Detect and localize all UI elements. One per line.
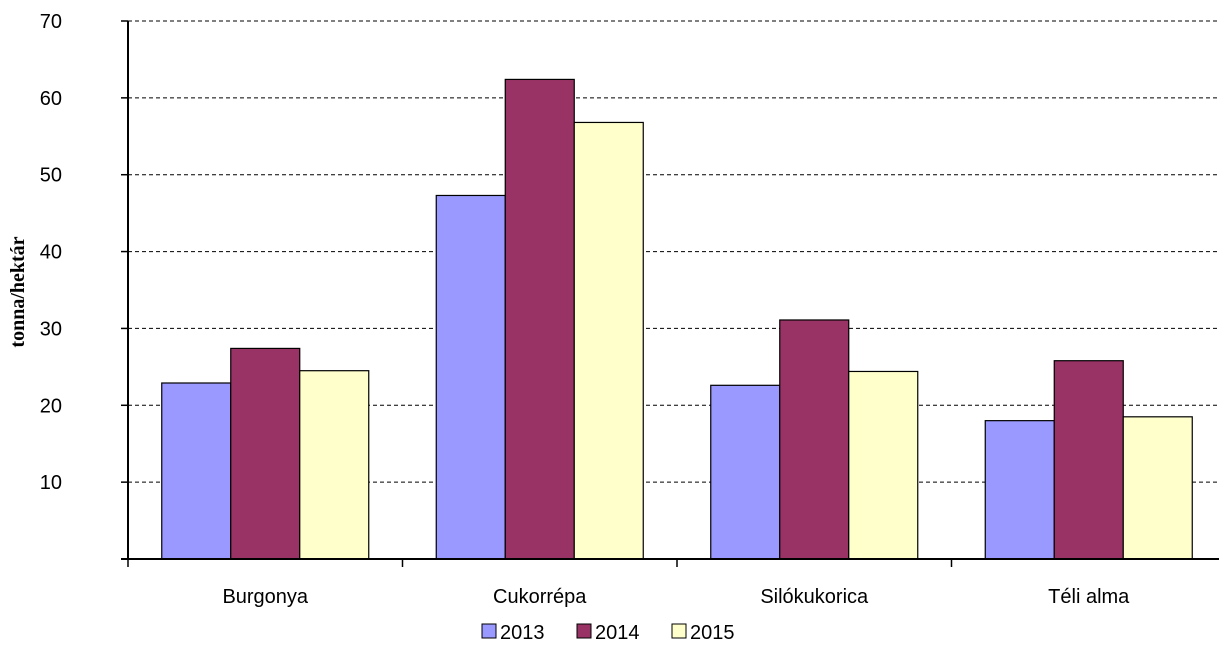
legend-label-2014: 2014 [595,622,640,644]
legend: 2013 2014 2015 [481,622,735,644]
legend-swatch-2013 [481,623,497,639]
x-category-label-3: Téli alma [1048,586,1130,608]
bar-t-li-alma-2013 [984,420,1055,560]
y-tick-label-10: 10 [40,472,62,494]
legend-label-2013: 2013 [500,622,545,644]
bar-burgonya-2015 [299,370,370,560]
bar-burgonya-2014 [230,347,301,560]
bar-t-li-alma-2015 [1122,416,1193,560]
y-tick-label-40: 40 [40,242,62,264]
bar-cukorr-pa-2014 [504,78,575,560]
bar-t-li-alma-2014 [1053,360,1124,560]
y-tick-label-30: 30 [40,318,62,340]
bar-sil-kukorica-2014 [779,319,850,560]
legend-swatch-2014 [576,623,592,639]
x-category-label-0: Burgonya [222,586,308,608]
bar-cukorr-pa-2013 [435,194,506,560]
axis-labels: 10 20 30 40 50 60 70 Burgonya Cukorrépa Silókukor… [40,11,1130,608]
axes [121,20,1219,567]
y-tick-label-20: 20 [40,395,62,417]
legend-swatch-2015 [671,623,687,639]
bars [161,78,1193,560]
y-tick-label-50: 50 [40,165,62,187]
bar-sil-kukorica-2013 [710,384,781,560]
y-tick-label-70: 70 [40,11,62,33]
bar-sil-kukorica-2015 [848,370,919,560]
x-category-label-1: Cukorrépa [493,586,587,608]
y-axis-title: tonna/hektár [7,236,29,347]
bar-cukorr-pa-2015 [573,121,644,560]
legend-label-2015: 2015 [690,622,735,644]
x-category-label-2: Silókukorica [760,586,869,608]
bar-burgonya-2013 [161,382,232,560]
y-tick-label-60: 60 [40,88,62,110]
